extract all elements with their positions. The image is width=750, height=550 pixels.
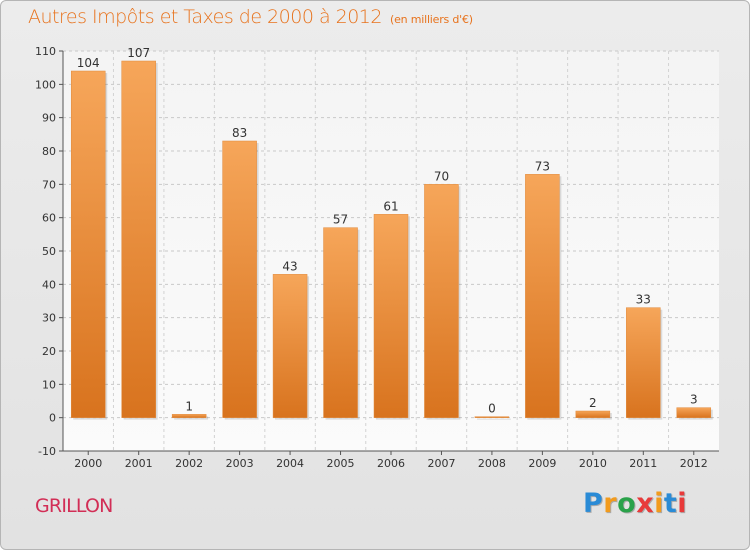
bar-2009 (525, 174, 560, 418)
x-tick-label: 2011 (629, 457, 657, 470)
value-label: 73 (535, 159, 550, 173)
bar-2012 (676, 407, 712, 418)
y-tick-label: 110 (35, 45, 56, 58)
y-tick-label: 10 (42, 378, 56, 391)
y-tick-label: 30 (42, 312, 56, 325)
y-tick-label: 0 (49, 412, 56, 425)
y-tick-label: 90 (42, 112, 56, 125)
title-row: Autres Impôts et Taxes de 2000 à 2012 (en… (28, 6, 473, 28)
y-tick-label: 40 (42, 278, 56, 291)
bar-2007 (424, 184, 459, 418)
value-label: 33 (636, 293, 651, 307)
y-tick-label: 100 (35, 78, 56, 91)
value-label: 83 (232, 126, 247, 140)
value-label: 61 (383, 199, 398, 213)
x-tick-label: 2010 (579, 457, 607, 470)
y-tick-label: 50 (42, 245, 56, 258)
commune-name: GRILLON (35, 495, 113, 517)
x-tick-label: 2007 (427, 457, 455, 470)
bar-shadow (174, 416, 209, 420)
value-label: 43 (282, 259, 297, 273)
x-tick-label: 2003 (226, 457, 254, 470)
value-label: 57 (333, 213, 348, 227)
bar-2002 (171, 414, 207, 418)
value-label: 1 (185, 399, 193, 413)
x-tick-label: 2001 (125, 457, 153, 470)
value-label: 2 (589, 396, 597, 410)
y-tick-label: 60 (42, 212, 56, 225)
logo-letter: t (663, 488, 678, 519)
y-tick-label: -10 (38, 445, 56, 458)
bar-2004 (272, 274, 308, 418)
chart-subtitle: (en milliers d'€) (390, 13, 473, 26)
x-tick-label: 2002 (175, 457, 203, 470)
x-tick-label: 2008 (478, 457, 506, 470)
logo-letter: o (617, 488, 637, 519)
y-tick-label: 80 (42, 145, 56, 158)
value-label: 3 (690, 393, 698, 407)
x-tick-label: 2005 (327, 457, 355, 470)
bar-shadow (476, 418, 511, 420)
logo-letter: r (603, 488, 618, 519)
value-label: 70 (434, 169, 449, 183)
bar-2001 (121, 60, 156, 418)
labels: -100102030405060708090100110104200010720… (35, 45, 708, 470)
x-tick-label: 2012 (680, 457, 708, 470)
value-label: 104 (77, 56, 100, 70)
logo-letter: i (654, 488, 664, 519)
y-tick-label: 20 (42, 345, 56, 358)
x-tick-label: 2004 (276, 457, 304, 470)
axes (59, 50, 719, 455)
bar-2005 (323, 227, 358, 418)
proxiti-logo: Proxiti (583, 488, 687, 519)
logo-letter: i (677, 488, 688, 519)
value-label: 0 (488, 402, 496, 416)
bar-2006 (373, 214, 409, 418)
logo-letter: P (583, 488, 604, 519)
bar-2010 (575, 410, 611, 418)
bar-2008 (474, 416, 510, 418)
logo-letter: x (636, 488, 655, 519)
bar-2000 (70, 70, 106, 418)
bar-2003 (222, 140, 257, 418)
y-tick-label: 70 (42, 178, 56, 191)
value-label: 107 (127, 46, 150, 60)
x-tick-label: 2009 (528, 457, 556, 470)
bars (70, 60, 713, 420)
bar-2011 (626, 307, 661, 418)
chart-title: Autres Impôts et Taxes de 2000 à 2012 (28, 6, 383, 28)
x-tick-label: 2006 (377, 457, 405, 470)
x-tick-label: 2000 (74, 457, 102, 470)
grid-lines (63, 50, 719, 452)
